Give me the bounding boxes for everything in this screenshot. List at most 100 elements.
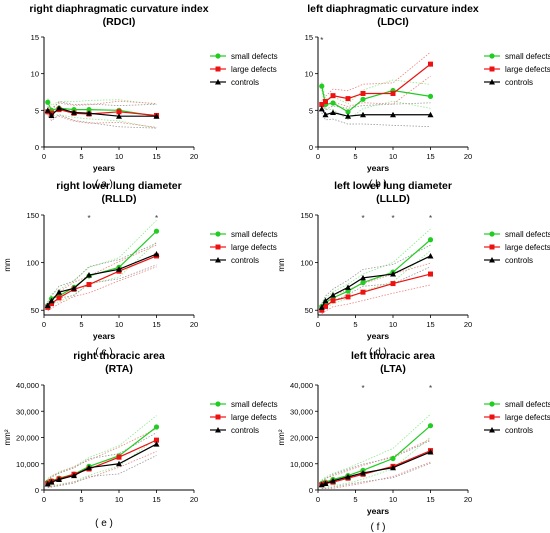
data-point-large bbox=[323, 303, 328, 309]
significance-marker: * bbox=[155, 214, 158, 223]
y-tick-label: 15 bbox=[31, 33, 39, 42]
data-point-controls bbox=[322, 480, 329, 486]
data-point-controls bbox=[56, 476, 62, 482]
y-tick-label: 100 bbox=[300, 259, 313, 268]
x-tick-label: 20 bbox=[464, 495, 472, 504]
x-tick-label: 0 bbox=[316, 495, 320, 504]
legend-label-small: small defects bbox=[505, 230, 550, 239]
data-point-controls bbox=[56, 289, 62, 295]
data-point-small bbox=[345, 288, 351, 294]
x-tick-label: 15 bbox=[426, 495, 434, 504]
data-point-controls bbox=[390, 271, 396, 277]
data-point-controls bbox=[86, 110, 92, 116]
significance-marker: * bbox=[320, 36, 323, 45]
data-point-controls bbox=[48, 112, 55, 118]
significance-marker: * bbox=[361, 384, 364, 393]
y-tick-label: 5 bbox=[309, 106, 313, 115]
data-point-controls bbox=[116, 113, 122, 119]
data-point-large bbox=[86, 282, 92, 288]
x-tick-label: 15 bbox=[152, 320, 160, 329]
y-tick-label: 20,000 bbox=[16, 434, 39, 443]
y-tick-label: 30,000 bbox=[290, 407, 313, 416]
ci-band-small bbox=[321, 79, 431, 105]
data-point-large bbox=[323, 99, 328, 105]
data-point-small bbox=[427, 237, 434, 243]
legend-label-small: small defects bbox=[231, 400, 278, 409]
chart-panel-3: right lower lung diameter(RLLD) 0 5 10 15 20 5… bbox=[3, 180, 278, 358]
x-tick-label: 20 bbox=[464, 320, 472, 329]
data-point-large bbox=[49, 301, 54, 307]
legend-marker-small bbox=[489, 231, 495, 237]
ci-band-large bbox=[321, 51, 431, 101]
y-tick-label: 0 bbox=[35, 486, 39, 495]
x-tick-label: 20 bbox=[190, 495, 198, 504]
y-tick-label: 0 bbox=[309, 143, 313, 152]
data-point-small bbox=[45, 99, 51, 105]
panel-label: ( c ) bbox=[95, 347, 112, 358]
series-line-small bbox=[321, 425, 431, 485]
legend-marker-large bbox=[215, 66, 221, 72]
y-axis-label: mm bbox=[277, 258, 286, 272]
chart-subtitle: (LDCI) bbox=[377, 16, 409, 28]
y-tick-label: 20,000 bbox=[290, 434, 313, 443]
legend-label-controls: controls bbox=[231, 78, 259, 87]
data-point-large bbox=[154, 437, 159, 443]
data-point-large bbox=[360, 289, 366, 295]
data-point-controls bbox=[44, 302, 51, 308]
y-tick-label: 50 bbox=[305, 306, 313, 315]
ci-band-controls bbox=[47, 242, 157, 303]
significance-marker: * bbox=[391, 214, 394, 223]
panel-label: ( b ) bbox=[369, 179, 387, 190]
data-point-controls bbox=[330, 477, 336, 484]
legend-marker-controls bbox=[489, 427, 495, 433]
series-line-large bbox=[321, 63, 431, 105]
x-tick-label: 15 bbox=[426, 320, 434, 329]
ci-band-large bbox=[47, 428, 157, 481]
data-point-controls bbox=[330, 292, 336, 298]
x-tick-label: 0 bbox=[316, 320, 320, 329]
data-point-controls bbox=[86, 272, 92, 278]
data-point-controls bbox=[153, 441, 160, 447]
y-tick-label: 50 bbox=[31, 306, 39, 315]
data-point-controls bbox=[390, 111, 396, 118]
legend-marker-small bbox=[215, 401, 221, 407]
significance-marker: * bbox=[429, 384, 432, 393]
y-tick-label: 150 bbox=[26, 211, 39, 220]
data-point-controls bbox=[71, 472, 77, 479]
legend-label-large: large defects bbox=[505, 65, 550, 74]
legend-marker-controls bbox=[215, 427, 221, 433]
data-point-small bbox=[153, 424, 160, 430]
y-tick-label: 30,000 bbox=[16, 407, 39, 416]
ci-band-small bbox=[47, 438, 157, 487]
data-point-large bbox=[116, 109, 122, 115]
data-point-small bbox=[427, 93, 434, 99]
data-point-small bbox=[86, 107, 92, 113]
data-point-large bbox=[345, 294, 351, 300]
x-tick-label: 10 bbox=[115, 320, 123, 329]
x-axis-label: years bbox=[367, 163, 389, 173]
ci-band-large bbox=[321, 461, 431, 489]
chart-panel-1: right diaphragmatic curvature index(RDCI… bbox=[29, 3, 277, 190]
data-point-controls bbox=[345, 473, 351, 480]
ci-band-small bbox=[321, 413, 431, 481]
ci-band-controls bbox=[321, 462, 431, 489]
y-tick-label: 100 bbox=[26, 259, 39, 268]
data-point-controls bbox=[153, 113, 160, 119]
data-point-small bbox=[427, 423, 434, 429]
data-point-large bbox=[390, 281, 396, 287]
legend-marker-controls bbox=[215, 79, 221, 85]
chart-title: right lower lung diameter bbox=[56, 180, 181, 192]
series-line-controls bbox=[47, 253, 157, 306]
x-axis-label: years bbox=[367, 331, 389, 341]
y-axis-label: mm² bbox=[277, 429, 286, 445]
legend-marker-controls bbox=[215, 257, 221, 263]
legend: small defects large defects controls bbox=[210, 230, 278, 265]
data-point-controls bbox=[44, 107, 51, 113]
ci-band-large bbox=[321, 438, 431, 482]
legend-label-large: large defects bbox=[231, 413, 277, 422]
y-tick-label: 10 bbox=[305, 70, 313, 79]
data-point-controls bbox=[318, 105, 325, 112]
data-point-controls bbox=[360, 111, 366, 118]
legend-marker-large bbox=[215, 414, 221, 420]
x-tick-label: 10 bbox=[389, 320, 397, 329]
